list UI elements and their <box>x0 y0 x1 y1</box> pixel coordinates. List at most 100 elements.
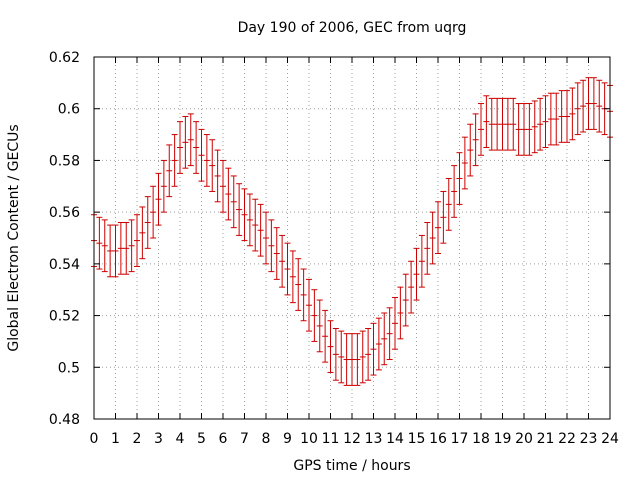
error-bar <box>553 92 560 146</box>
x-tick-label: 2 <box>133 431 142 447</box>
error-bar <box>177 121 183 174</box>
error-bar <box>564 90 570 143</box>
x-tick-label: 21 <box>537 431 555 447</box>
error-bar <box>349 333 355 386</box>
x-tick-label: 0 <box>90 431 99 447</box>
x-tick-label: 20 <box>515 431 533 447</box>
error-bar <box>193 121 200 174</box>
error-bar <box>397 286 404 340</box>
error-bar <box>596 79 603 133</box>
x-axis-label: GPS time / hours <box>293 458 410 474</box>
error-bar <box>241 188 248 242</box>
error-bar <box>343 333 350 386</box>
error-bar <box>316 299 323 353</box>
error-bar <box>574 82 581 136</box>
error-bar <box>521 103 527 156</box>
error-bar <box>499 97 506 151</box>
error-bar <box>225 167 232 221</box>
error-bar <box>381 312 388 366</box>
error-bar <box>424 221 431 275</box>
error-bar <box>413 247 420 301</box>
x-tick-label: 7 <box>240 431 249 447</box>
error-bar <box>531 100 538 154</box>
x-tick-label: 11 <box>322 431 340 447</box>
y-tick-label: 0.54 <box>49 257 80 273</box>
error-bar <box>332 328 339 381</box>
y-tick-labels: 0.48 0.5 0.52 0.54 0.56 0.58 0.6 0.62 <box>49 50 80 428</box>
x-tick-label: 6 <box>219 431 228 447</box>
error-bar <box>440 190 447 244</box>
error-bar <box>214 149 221 203</box>
error-bar <box>300 268 307 322</box>
error-bar <box>198 128 205 182</box>
x-tick-label: 22 <box>558 431 576 447</box>
error-bar <box>392 296 398 350</box>
error-bar <box>461 136 468 190</box>
error-bar <box>171 134 178 187</box>
error-bar <box>295 258 302 311</box>
x-tick-label: 8 <box>262 431 271 447</box>
error-bar <box>590 77 597 130</box>
x-tick-labels: 0 1 2 3 4 5 6 7 8 9 10 11 12 13 14 15 16 17 18 19 20 21 22 23 24 <box>90 431 619 447</box>
y-tick-label: 0.58 <box>49 153 80 169</box>
error-bar <box>569 87 576 141</box>
axis-ticks <box>93 56 611 420</box>
error-bar <box>252 198 259 252</box>
error-bar <box>123 221 130 275</box>
x-tick-label: 18 <box>472 431 490 447</box>
x-tick-label: 13 <box>365 431 383 447</box>
error-bar <box>359 330 366 384</box>
error-bar <box>451 165 458 218</box>
error-bar <box>467 123 474 177</box>
x-tick-label: 3 <box>154 431 163 447</box>
x-tick-label: 15 <box>408 431 426 447</box>
x-tick-label: 14 <box>386 431 404 447</box>
error-bar <box>101 219 108 273</box>
error-bar <box>435 201 441 255</box>
x-tick-label: 24 <box>601 431 619 447</box>
error-bar <box>327 320 334 373</box>
error-bar <box>354 333 361 386</box>
error-bar <box>246 193 253 247</box>
error-bar <box>230 175 237 229</box>
error-bar <box>338 330 345 384</box>
error-bar <box>526 103 533 156</box>
error-bar <box>268 219 275 273</box>
x-tick-label: 23 <box>580 431 598 447</box>
x-tick-label: 1 <box>111 431 120 447</box>
error-bar <box>150 185 157 239</box>
y-tick-label: 0.6 <box>58 102 80 118</box>
error-bar <box>478 103 484 156</box>
error-bar <box>456 152 463 205</box>
error-bar <box>257 203 264 257</box>
error-bar <box>144 196 151 249</box>
error-bar <box>510 97 517 151</box>
x-tick-label: 16 <box>429 431 447 447</box>
error-bar <box>182 115 189 169</box>
error-bar <box>558 90 565 143</box>
error-bar <box>418 234 425 288</box>
error-bar <box>386 307 393 361</box>
error-bar <box>107 224 114 278</box>
error-bar <box>112 224 119 278</box>
y-tick-label: 0.56 <box>49 205 80 221</box>
error-bar <box>322 309 329 363</box>
error-bar <box>139 206 146 260</box>
error-bar <box>483 95 490 148</box>
error-bar <box>236 183 243 236</box>
error-bar <box>408 260 415 314</box>
error-bar <box>429 211 436 265</box>
y-axis-label: Global Electron Content / GECUs <box>6 124 22 351</box>
error-bar <box>209 139 216 192</box>
error-bar <box>504 97 511 151</box>
error-bar <box>284 242 291 296</box>
error-bar <box>547 92 554 146</box>
error-bar <box>375 317 382 371</box>
error-bar <box>515 103 522 156</box>
error-bar <box>402 273 409 327</box>
error-bar <box>370 322 377 376</box>
error-bar <box>537 97 544 151</box>
error-bar <box>128 219 135 273</box>
error-bar <box>472 113 479 167</box>
